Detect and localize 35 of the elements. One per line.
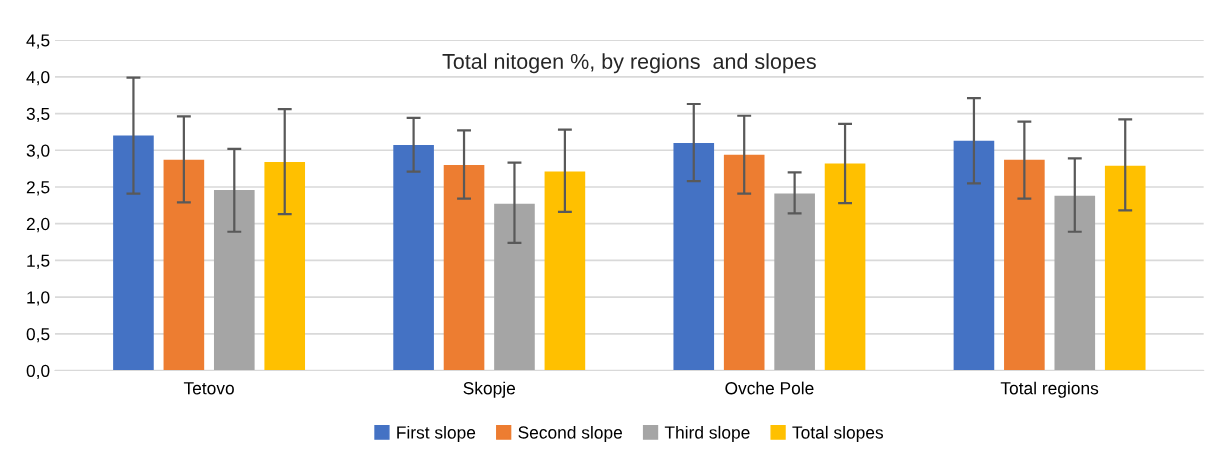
bar — [264, 162, 306, 371]
x-tick-label: Ovche Pole — [725, 381, 814, 395]
legend-label: Total slopes — [792, 425, 884, 443]
legend-label: Second slope — [518, 425, 623, 443]
text: Total nitogen %, by regions and slopes — [442, 53, 816, 74]
bar — [544, 171, 586, 371]
y-tick-label: 2,0 — [26, 217, 50, 233]
x-tick-label: Skopje — [463, 381, 516, 398]
bar — [953, 140, 995, 371]
bar — [1004, 159, 1045, 371]
bar — [113, 135, 154, 371]
x-tick-label: Tetovo — [183, 382, 234, 395]
bar — [443, 164, 485, 371]
legend-label: Third slope — [664, 425, 750, 443]
bar — [723, 154, 765, 371]
bar — [1054, 195, 1096, 371]
y-tick-label: 2,5 — [26, 181, 50, 196]
bar — [774, 193, 815, 371]
y-tick-label: 1,5 — [27, 254, 50, 269]
y-tick-label: 4,0 — [26, 71, 50, 86]
y-tick-label: 3,0 — [26, 144, 50, 159]
y-tick-label: 4,5 — [26, 34, 50, 49]
bar — [673, 142, 715, 371]
x-tick-label: Total regions — [1000, 381, 1099, 398]
y-tick-label: 3,5 — [26, 107, 50, 123]
bar — [163, 159, 205, 371]
bar — [213, 189, 255, 371]
y-tick-label: 1,0 — [27, 291, 50, 306]
legend-label: First slope — [397, 425, 476, 443]
bar — [1104, 165, 1146, 371]
y-tick-label: 0,5 — [26, 327, 50, 343]
bar — [393, 145, 434, 371]
y-tick-label: 0,0 — [26, 364, 50, 380]
bar — [824, 163, 866, 371]
bar — [494, 203, 535, 371]
